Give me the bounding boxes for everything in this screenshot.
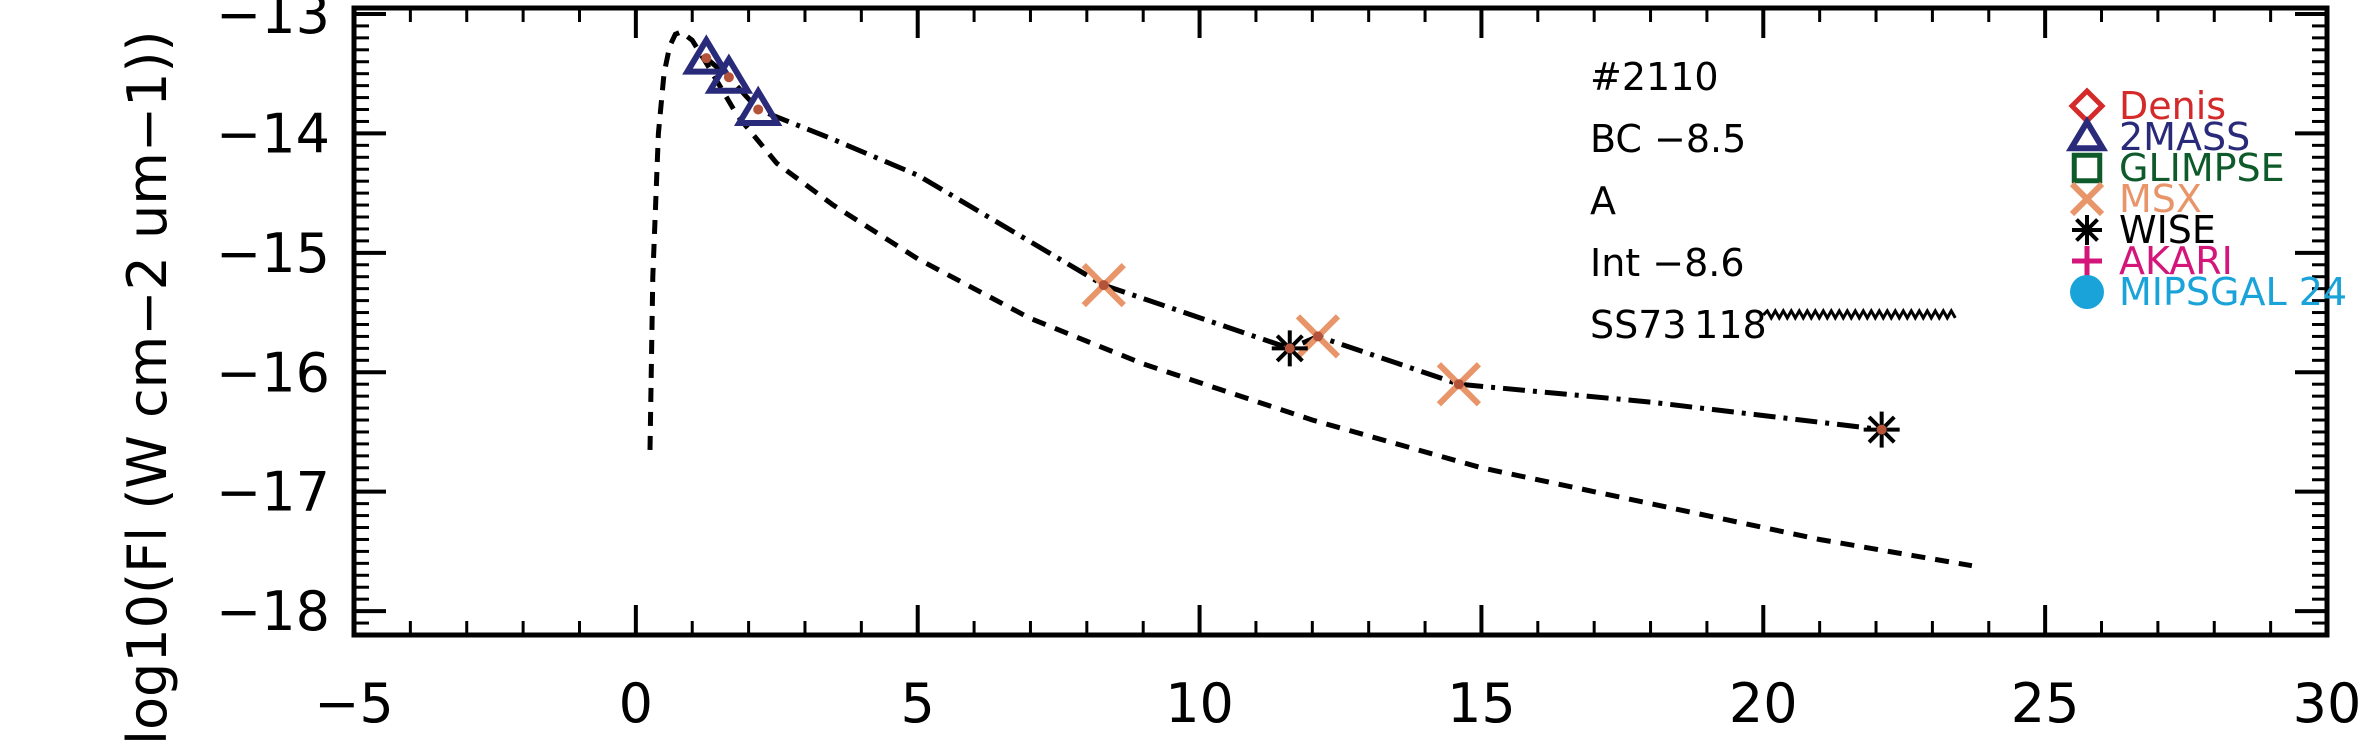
curves [647,29,1973,569]
point-2mass [682,34,731,75]
x-tick-label: 0 [619,672,653,735]
point-observed-points [1284,343,1295,354]
y-tick-label: −14 [216,102,330,165]
legend-marker-mipsgal-24 [2070,275,2104,309]
axes [351,5,2330,638]
legend-marker-glimpse [2071,152,2103,184]
wavy-line [1762,307,1957,321]
plot-frame [351,5,2330,638]
point-2mass [733,85,783,127]
legend-label: MSX [2119,177,2202,221]
annotations: #2110 BC −8.5 A Int −8.6 SS73 118 [1590,55,1767,347]
x-tick-label: 10 [1165,672,1234,735]
data-marks [682,34,1900,448]
x-tick-label: −5 [314,672,394,735]
point-observed-points [753,104,764,115]
point-2mass [704,53,754,94]
legend-marker-akari [2072,246,2102,276]
legend-marker-msx-stroke [2069,181,2105,217]
point-observed-points [1876,424,1887,435]
x-tick-label: 25 [2011,672,2080,735]
x-tick-label: 5 [901,672,935,735]
x-tick-label: 15 [1447,672,1516,735]
y-axis-label: log10(Fl (W cm−2 um−1)) [116,30,179,745]
y-tick-label: −16 [216,341,330,404]
x-tick-label: 30 [2293,672,2361,735]
annotation-class: A [1590,179,1616,223]
y-tick-label: −17 [216,461,330,524]
legend-marker-2mass [2065,116,2109,152]
legend-label: AKARI [2119,239,2233,283]
legend-label: Denis [2119,84,2226,128]
model-dashed [647,29,1973,569]
y-tick-label: −15 [216,222,330,285]
ticks: −5 0 5 10 15 20 25 30 −18 −17 −16 −15 −14 −13 [216,0,2361,735]
annotation-name: SS73 118 [1590,303,1767,347]
annotation-int: Int −8.6 [1590,241,1745,285]
point-observed-points [723,72,734,83]
legend-marker-wise [2072,215,2102,245]
point-observed-points [1098,280,1109,291]
point-observed-points [701,53,712,64]
legend-label: WISE [2119,208,2216,252]
point-observed-points [1312,331,1323,342]
point-observed-points [1453,379,1464,390]
legend-label: GLIMPSE [2119,146,2285,190]
legend-marker-msx [2069,181,2105,217]
legend-label: MIPSGAL 24 [2119,270,2347,314]
annotation-bc: BC −8.5 [1590,117,1746,161]
annotation-id: #2110 [1590,55,1719,99]
fit-dashdot [704,56,1882,433]
y-tick-label: −18 [216,580,330,643]
x-tick-label: 20 [1729,672,1798,735]
y-tick-label: −13 [216,0,330,46]
legend-label: 2MASS [2119,115,2250,159]
